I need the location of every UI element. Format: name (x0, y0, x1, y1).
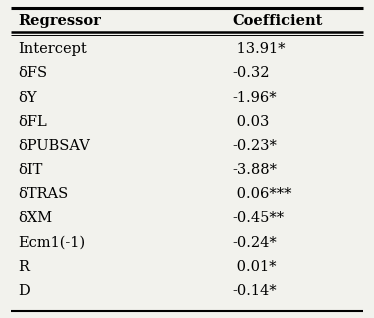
Text: δTRAS: δTRAS (19, 187, 69, 201)
Text: -0.45**: -0.45** (232, 211, 284, 225)
Text: -0.14*: -0.14* (232, 284, 276, 298)
Text: R: R (19, 260, 30, 274)
Text: Coefficient: Coefficient (232, 14, 322, 28)
Text: -0.24*: -0.24* (232, 236, 277, 250)
Text: Ecm1(-1): Ecm1(-1) (19, 236, 86, 250)
Text: Regressor: Regressor (19, 14, 102, 28)
Text: 0.01*: 0.01* (232, 260, 276, 274)
Text: δIT: δIT (19, 163, 43, 177)
Text: -3.88*: -3.88* (232, 163, 277, 177)
Text: -0.32: -0.32 (232, 66, 269, 80)
Text: -1.96*: -1.96* (232, 91, 276, 105)
Text: δPUBSAV: δPUBSAV (19, 139, 91, 153)
Text: δY: δY (19, 91, 37, 105)
Text: -0.23*: -0.23* (232, 139, 277, 153)
Text: δFS: δFS (19, 66, 48, 80)
Text: 0.06***: 0.06*** (232, 187, 291, 201)
Text: 13.91*: 13.91* (232, 42, 285, 56)
Text: D: D (19, 284, 30, 298)
Text: 0.03: 0.03 (232, 115, 269, 129)
Text: Intercept: Intercept (19, 42, 88, 56)
Text: δXM: δXM (19, 211, 53, 225)
Text: δFL: δFL (19, 115, 47, 129)
